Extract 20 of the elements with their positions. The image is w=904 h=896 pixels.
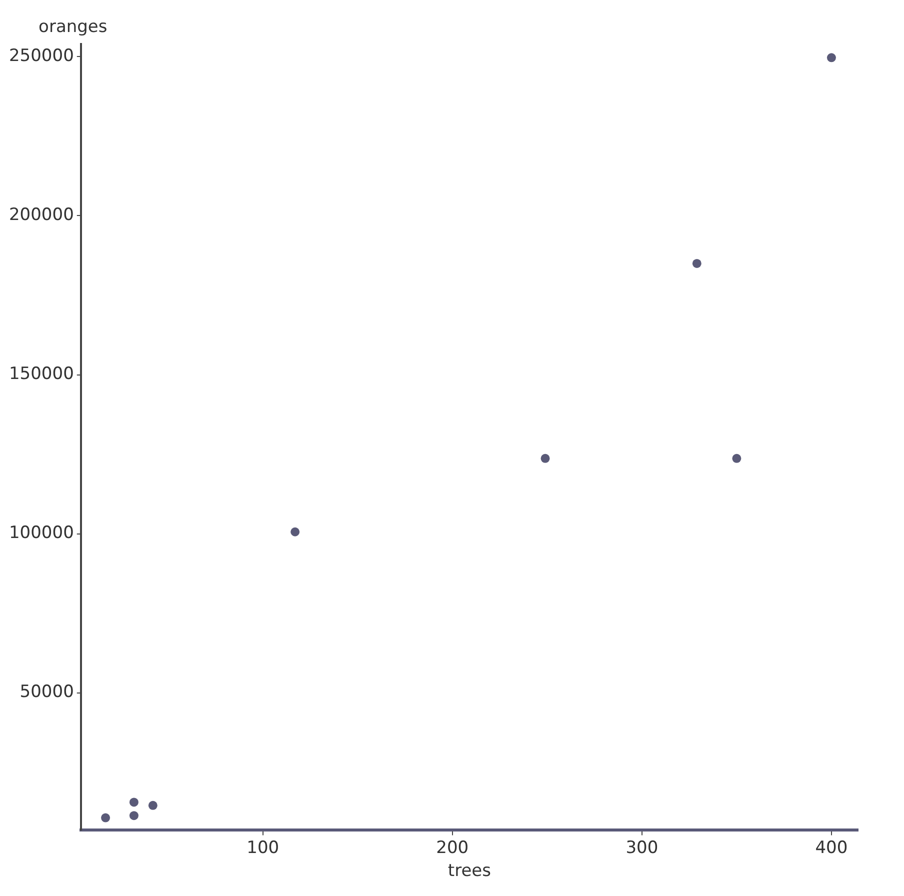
point [732,454,742,463]
point [148,800,158,810]
y-tick-label: 200000 [8,205,74,226]
point [129,798,138,807]
x-tick-label: 400 [815,838,848,858]
y-tick-label: 250000 [8,46,74,66]
point [129,811,138,820]
point [540,454,550,463]
point [692,258,702,268]
y-tick-label: 100000 [8,523,74,544]
y-tick-label: 50000 [20,682,74,702]
y-tick-label: 150000 [8,364,74,384]
point [290,527,300,536]
x-tick-label: 300 [626,838,658,858]
x-tick-label: 100 [246,838,280,858]
x-tick-label: 200 [436,838,469,858]
x-axis-title: trees [448,861,492,882]
point [101,813,110,822]
point [826,53,836,62]
y-axis-title: oranges [38,16,108,37]
